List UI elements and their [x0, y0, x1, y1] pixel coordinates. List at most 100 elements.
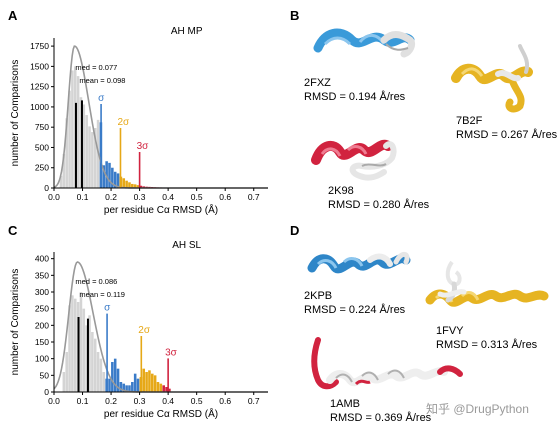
y-axis-label: number of Comparisons — [10, 60, 21, 167]
y-tick-label: 150 — [35, 337, 49, 347]
y-tick-label: 1250 — [30, 82, 49, 92]
y-tick-label: 1750 — [30, 41, 49, 51]
rmsd-1amb: RMSD = 0.369 Å/res — [330, 411, 432, 424]
histogram-bar — [134, 374, 137, 392]
histogram-bar — [88, 126, 91, 188]
histogram-bar — [160, 384, 163, 392]
rmsd-2k98: RMSD = 0.280 Å/res — [328, 198, 430, 211]
y-tick-label: 200 — [35, 320, 49, 330]
x-tick-label: 0.2 — [105, 396, 117, 406]
x-tick-label: 0.5 — [191, 192, 203, 202]
x-tick-label: 0.4 — [162, 396, 174, 406]
rmsd-7b2f: RMSD = 0.267 Å/res — [456, 128, 558, 141]
histogram-bar — [77, 76, 80, 188]
histogram-bar — [100, 359, 103, 392]
histogram-bar — [103, 372, 106, 392]
histogram-bar — [151, 374, 154, 392]
x-tick-label: 0.1 — [77, 396, 89, 406]
histogram-bar — [63, 372, 66, 392]
protein-structure-1fvy — [430, 262, 544, 302]
histogram-bar — [94, 339, 97, 392]
structure-name-2kpb: 2KPB — [304, 290, 332, 302]
x-tick-label: 0.7 — [248, 192, 260, 202]
x-tick-label: 0.7 — [248, 396, 260, 406]
histogram-bar — [91, 132, 94, 188]
sigma-label: 2σ — [117, 117, 130, 128]
histogram-bar — [83, 309, 86, 392]
rmsd-1fvy: RMSD = 0.313 Å/res — [436, 338, 538, 351]
y-tick-label: 500 — [35, 142, 49, 152]
x-axis-label: per residue Cα RMSD (Å) — [104, 203, 218, 216]
y-tick-label: 50 — [40, 370, 50, 380]
histogram-bar — [154, 375, 157, 392]
x-tick-label: 0.6 — [219, 396, 231, 406]
x-tick-label: 0.5 — [191, 396, 203, 406]
sigma-label: 3σ — [137, 141, 150, 152]
chart-title: AH SL — [172, 240, 201, 251]
x-tick-label: 0.3 — [134, 396, 146, 406]
histogram-ah-mp: AH MP med = 0.077 mean = 0.098 σ 2σ 3σ 0.0 0.1 0… — [10, 26, 268, 216]
histogram-bar — [122, 178, 125, 188]
sigma-label: 2σ — [138, 325, 151, 336]
x-tick-label: 0.0 — [48, 192, 60, 202]
protein-structure-7b2f — [456, 46, 528, 109]
histogram-bar — [91, 332, 94, 392]
chart-title: AH MP — [171, 26, 203, 37]
median-label: med = 0.077 — [75, 63, 117, 72]
structure-panel-b: 2FXZ RMSD = 0.194 Å/res 7B2F RMSD = 0.26… — [304, 33, 558, 211]
histogram-bar — [65, 352, 68, 392]
histogram-bar — [137, 379, 140, 392]
histogram-bar — [162, 385, 165, 392]
histogram-bar — [108, 163, 111, 188]
median-label: med = 0.086 — [75, 277, 117, 286]
y-tick-label: 250 — [35, 304, 49, 314]
histogram-bar — [148, 370, 151, 392]
panel-letter-b: B — [290, 8, 299, 23]
structure-name-2k98: 2K98 — [328, 185, 354, 197]
sigma-label: 3σ — [165, 347, 178, 358]
histogram-bar — [114, 359, 117, 392]
y-tick-label: 0 — [44, 183, 49, 193]
y-tick-label: 300 — [35, 287, 49, 297]
x-tick-label: 0.1 — [77, 192, 89, 202]
panel-letter-a: A — [8, 8, 18, 23]
histogram-bar — [142, 369, 145, 392]
structure-name-1fvy: 1FVY — [436, 325, 464, 337]
panel-letter-d: D — [290, 223, 299, 238]
histogram-bar — [71, 70, 74, 188]
histogram-bar — [85, 115, 88, 188]
y-tick-label: 0 — [44, 387, 49, 397]
x-tick-label: 0.2 — [105, 192, 117, 202]
sigma-label: σ — [104, 303, 111, 314]
histogram-bar — [131, 382, 134, 392]
y-tick-label: 750 — [35, 122, 49, 132]
x-tick-label: 0.4 — [162, 192, 174, 202]
histogram-bar — [145, 372, 148, 392]
x-tick-label: 0.0 — [48, 396, 60, 406]
x-axis-label: per residue Cα RMSD (Å) — [104, 407, 218, 420]
y-axis-label: number of Comparisons — [10, 269, 21, 376]
x-tick-label: 0.6 — [219, 192, 231, 202]
watermark-text: 知乎 @DrugPython — [426, 402, 529, 416]
histogram-bar — [71, 295, 74, 392]
y-tick-label: 250 — [35, 163, 49, 173]
y-tick-label: 1500 — [30, 61, 49, 71]
protein-structure-2kpb — [312, 254, 407, 268]
histogram-bar — [108, 379, 111, 392]
y-tick-label: 400 — [35, 254, 49, 264]
structure-name-2fxz: 2FXZ — [304, 77, 331, 89]
x-tick-label: 0.3 — [134, 192, 146, 202]
histogram-bar — [97, 352, 100, 392]
mean-label: mean = 0.098 — [79, 76, 125, 85]
y-tick-label: 1000 — [30, 102, 49, 112]
histogram-bar — [80, 292, 83, 392]
y-tick-label: 350 — [35, 270, 49, 280]
histogram-bar — [111, 362, 114, 392]
sigma-label: σ — [98, 93, 105, 104]
histogram-bar — [120, 382, 123, 392]
structure-name-7b2f: 7B2F — [456, 115, 483, 127]
rmsd-2fxz: RMSD = 0.194 Å/res — [304, 90, 406, 103]
panel-letter-c: C — [8, 223, 18, 238]
histogram-bar — [74, 299, 77, 392]
